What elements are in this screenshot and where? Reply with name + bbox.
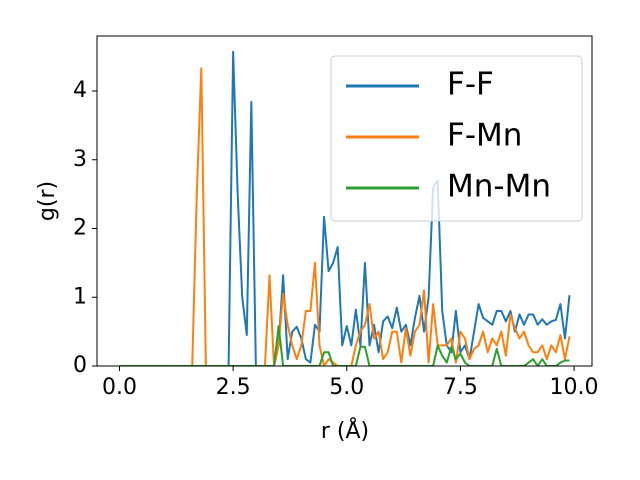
x-tick-label: 7.5 [443,375,478,400]
legend-label: Mn-Mn [447,169,551,205]
data-line [119,67,571,366]
x-tick-label: 5.0 [329,375,364,400]
x-axis-label: r (Å) [321,417,369,444]
y-tick-label: 3 [73,147,87,172]
legend-label: F-Mn [447,118,522,154]
y-tick-label: 2 [73,216,87,241]
legend-box [330,55,583,222]
y-tick-label: 4 [73,78,87,103]
y-axis-label: g(r) [35,181,60,221]
x-tick-label: 10.0 [550,375,599,400]
legend-label: F-F [447,67,494,103]
y-tick-label: 1 [73,284,87,309]
plot-frame [96,35,593,367]
data-line [119,50,571,366]
x-tick-label: 0.0 [102,375,137,400]
x-tick-label: 2.5 [216,375,251,400]
y-tick-label: 0 [73,353,87,378]
data-line [119,325,570,366]
